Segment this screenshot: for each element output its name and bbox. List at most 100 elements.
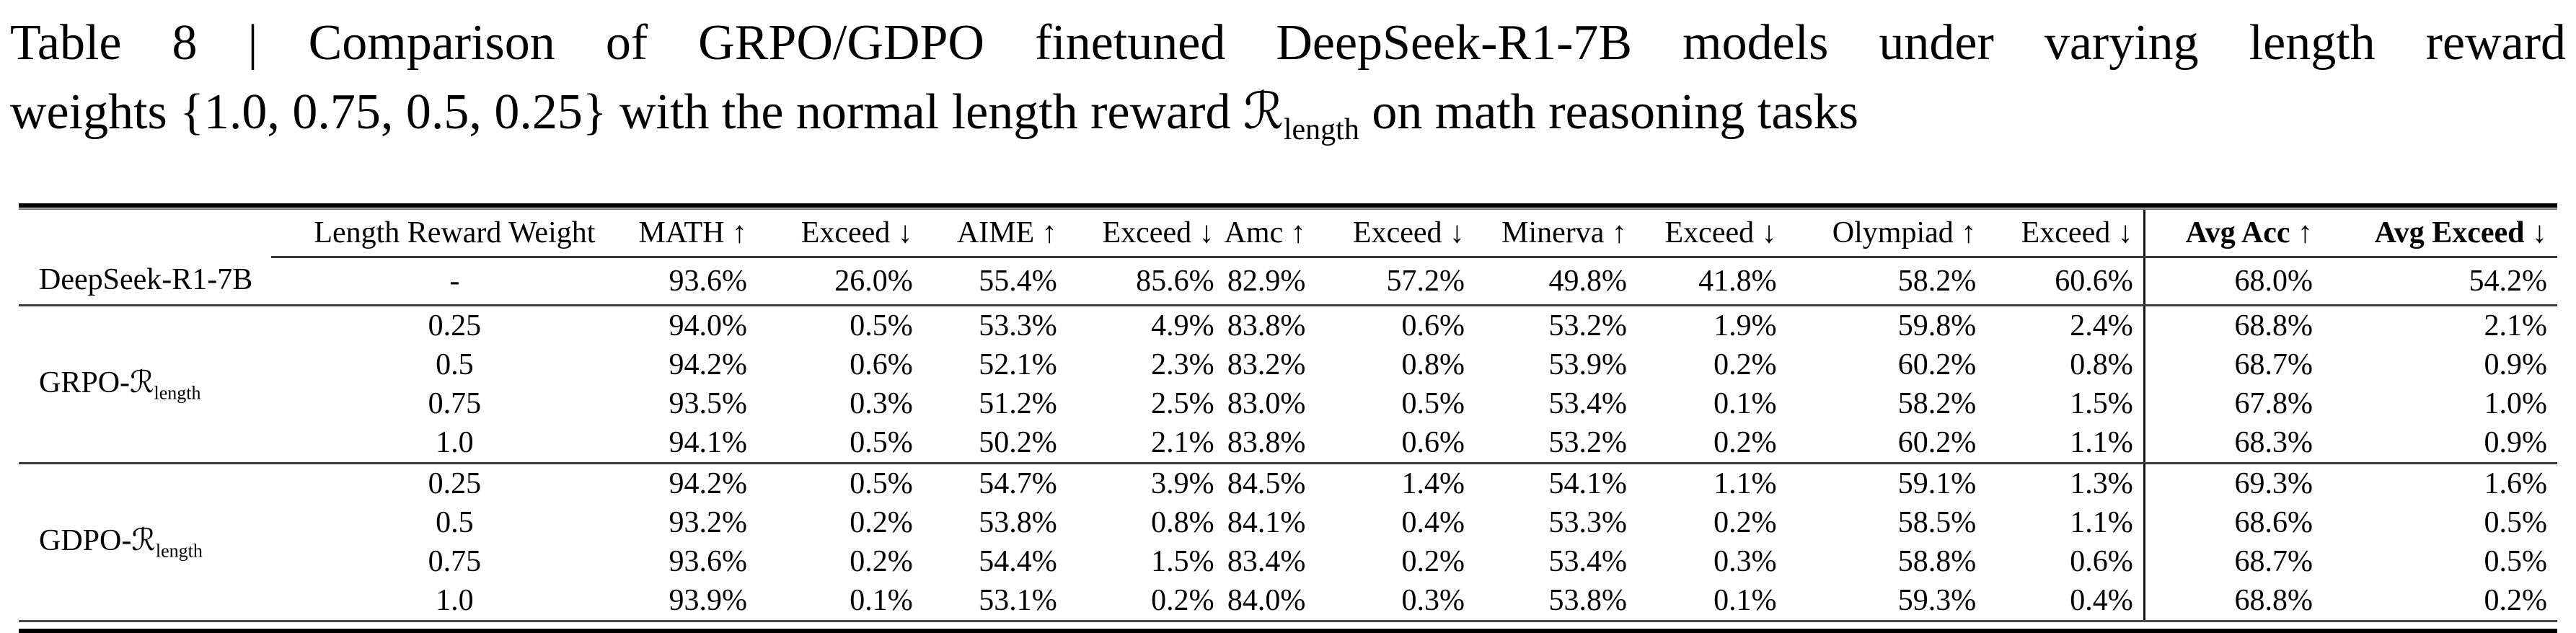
value-cell: 0.3%	[1401, 584, 1465, 617]
caption-line-2: weights {1.0, 0.75, 0.5, 0.25} with the …	[10, 77, 2566, 164]
table-row: 0.5 93.2% 0.2% 53.8% 0.8% 84.1% 0.4% 53.3% 0.2% 5…	[19, 503, 2557, 542]
value-cell: 0.9%	[2323, 423, 2557, 464]
value-cell: 83.2%	[1227, 348, 1306, 381]
header-exceed-math: Exceed ↓	[757, 210, 923, 258]
value-cell: 0.8%	[1151, 506, 1214, 539]
value-cell: 0.6%	[850, 348, 913, 381]
value-cell: 53.4%	[1548, 545, 1627, 578]
value-cell: 52.1%	[979, 348, 1057, 381]
value-cell: 68.7%	[2143, 345, 2324, 384]
value-cell: 2.1%	[1067, 423, 1225, 464]
value-cell: 2.4%	[2070, 309, 2133, 342]
header-avg-exceed: Avg Exceed ↓	[2323, 210, 2557, 258]
value-cell: 1.5%	[1151, 545, 1214, 578]
value-cell: 0.2%	[850, 545, 913, 578]
value-cell: 59.3%	[1897, 584, 1977, 617]
length-reward-weight-cell: 0.25	[428, 467, 482, 500]
value-cell: 69.3%	[2143, 463, 2324, 503]
value-cell: 83.4%	[1227, 545, 1306, 578]
header-math: MATH ↑	[638, 210, 757, 258]
value-cell: 0.8%	[2070, 348, 2133, 381]
value-cell: 93.5%	[669, 387, 747, 420]
value-cell: 53.4%	[1548, 387, 1627, 420]
value-cell: 60.6%	[1986, 257, 2145, 306]
length-reward-weight-cell: 1.0	[436, 584, 474, 617]
value-cell: 53.8%	[979, 506, 1057, 539]
value-cell: 60.2%	[1897, 348, 1977, 381]
value-cell: 0.5%	[2484, 545, 2548, 578]
header-empty-cell	[19, 210, 271, 257]
value-cell: 54.7%	[979, 467, 1057, 500]
value-cell: 0.2%	[1713, 506, 1777, 539]
value-cell: 3.9%	[1151, 467, 1214, 500]
header-row: Length Reward Weight MATH ↑ Exceed ↓ AIM…	[19, 210, 2557, 258]
value-cell: 0.4%	[2070, 584, 2133, 617]
value-cell: 53.8%	[1548, 584, 1627, 617]
value-cell: 0.3%	[850, 387, 913, 420]
table-row: GRPO-ℛlength 0.25 94.0% 0.5% 53.3% 4.9% 83.8% 0…	[19, 305, 2557, 464]
value-cell: 0.6%	[2070, 545, 2133, 578]
value-cell: 0.5%	[757, 423, 923, 464]
value-cell: 57.2%	[1315, 257, 1476, 306]
paper-page: Table 8 | Comparison of GRPO/GDPO finetu…	[0, 9, 2576, 633]
table-row: 0.75 93.6% 0.2% 54.4% 1.5% 83.4% 0.2% 53.4% 0.3%…	[19, 542, 2557, 581]
header-length-reward-weight: Length Reward Weight	[270, 210, 639, 258]
value-cell: 0.5%	[1401, 387, 1465, 420]
value-cell: 0.2%	[850, 506, 913, 539]
value-cell: 68.8%	[2143, 581, 2324, 620]
header-amc: Amc ↑	[1224, 210, 1316, 258]
value-cell: 1.4%	[1401, 467, 1465, 500]
value-cell: 53.1%	[979, 584, 1057, 617]
caption-line-1: Table 8 | Comparison of GRPO/GDPO finetu…	[10, 15, 2566, 71]
model-name: DeepSeek-R1-7B	[39, 262, 253, 296]
table-row: 0.75 93.5% 0.3% 51.2% 2.5% 83.0% 0.5% 53.4% 0.1%…	[19, 384, 2557, 423]
model-label-cell: GRPO-ℛlength	[19, 305, 271, 464]
value-cell: 68.7%	[2143, 542, 2324, 581]
value-cell: 58.8%	[1897, 545, 1977, 578]
length-reward-weight-cell: 0.75	[428, 545, 482, 578]
header-exceed-minerva: Exceed ↓	[1636, 210, 1787, 258]
table-top-rule	[19, 203, 2557, 210]
length-reward-weight-cell: 1.0	[270, 423, 639, 464]
value-cell: 0.1%	[1713, 387, 1777, 420]
caption-line-2-prefix: weights {1.0, 0.75, 0.5, 0.25} with the …	[10, 84, 1243, 140]
value-cell: 0.6%	[1315, 423, 1476, 464]
length-reward-weight-cell: 0.25	[428, 309, 482, 342]
value-cell: 1.1%	[2070, 506, 2133, 539]
header-minerva: Minerva ↑	[1475, 210, 1637, 258]
value-cell: 84.0%	[1227, 584, 1306, 617]
value-cell: 83.8%	[1227, 309, 1306, 342]
model-name: GRPO-	[39, 366, 131, 400]
value-cell: 1.6%	[2484, 467, 2548, 500]
value-cell: 54.2%	[2323, 257, 2557, 306]
value-cell: 68.3%	[2143, 423, 2324, 464]
value-cell: 53.2%	[1548, 309, 1627, 342]
header-olympiad: Olympiad ↑	[1786, 210, 1987, 258]
value-cell: 2.5%	[1151, 387, 1214, 420]
value-cell: 0.2%	[1401, 545, 1465, 578]
value-cell: 67.8%	[2143, 384, 2324, 423]
header-avg-acc: Avg Acc ↑	[2143, 210, 2324, 258]
value-cell: 0.2%	[1636, 423, 1787, 464]
model-label-cell: GDPO-ℛlength	[19, 464, 271, 621]
value-cell: 0.1%	[850, 584, 913, 617]
value-cell: 0.5%	[850, 467, 913, 500]
value-cell: 51.2%	[979, 387, 1057, 420]
results-table: Length Reward Weight MATH ↑ Exceed ↓ AIM…	[19, 210, 2557, 620]
value-cell: 94.1%	[638, 423, 757, 464]
value-cell: 0.5%	[2484, 506, 2548, 539]
length-reward-weight-cell: 0.5	[436, 506, 474, 539]
value-cell: 2.1%	[2484, 309, 2548, 342]
value-cell: 59.1%	[1897, 467, 1977, 500]
value-cell: 58.5%	[1897, 506, 1977, 539]
value-cell: 93.6%	[669, 545, 747, 578]
length-reward-weight-cell: -	[270, 257, 639, 306]
value-cell: 4.9%	[1151, 309, 1214, 342]
value-cell: 1.0%	[2484, 387, 2548, 420]
reward-symbol: ℛ	[131, 522, 156, 558]
value-cell: 93.2%	[669, 506, 747, 539]
table-row: DeepSeek-R1-7B -93.6% 26.0% 55.4% 85.6% 82.9%…	[19, 257, 2557, 306]
caption-line-2-suffix: on math reasoning tasks	[1359, 84, 1858, 140]
value-cell: 84.1%	[1227, 506, 1306, 539]
value-cell: 55.4%	[922, 257, 1067, 306]
